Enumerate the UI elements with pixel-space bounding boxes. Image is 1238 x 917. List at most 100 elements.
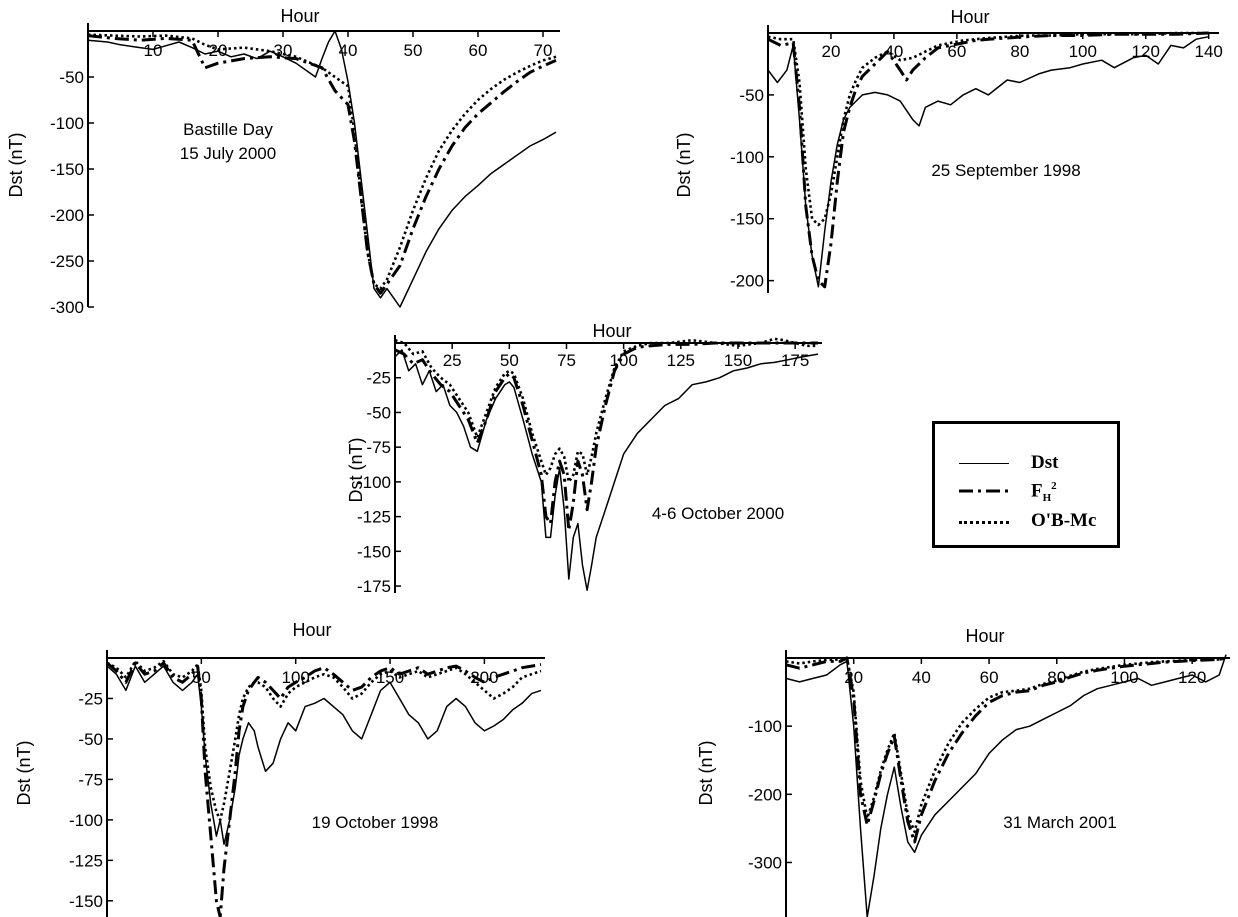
- y-tick-label: -175: [357, 577, 391, 596]
- x-tick-label: 60: [980, 668, 999, 687]
- chart-title: 31 March 2001: [1003, 813, 1116, 832]
- x-tick-label: 75: [557, 351, 576, 370]
- legend-item-obmc: O'B-Mc: [953, 508, 1113, 534]
- legend-label-fh2-sub: H: [1042, 492, 1052, 505]
- chart-title: 19 October 1998: [312, 813, 439, 832]
- series-line-dst: [87, 30, 557, 308]
- x-tick-label: 100: [1110, 668, 1138, 687]
- y-tick-label: -25: [78, 689, 103, 708]
- y-tick-label: -100: [357, 473, 391, 492]
- series-line-fh2: [394, 341, 818, 532]
- y-tick-label: -50: [739, 86, 764, 105]
- series-line-o-b-mc: [87, 33, 557, 290]
- y-tick-label: -50: [59, 68, 84, 87]
- y-axis-label: Dst (nT): [674, 133, 694, 198]
- y-tick-label: -50: [366, 403, 391, 422]
- series-line-dst: [394, 349, 819, 591]
- y-axis-label: Dst (nT): [6, 133, 26, 198]
- y-tick-label: -300: [748, 853, 782, 872]
- series-line-o-b-mc: [785, 656, 1227, 834]
- y-tick-label: -100: [748, 717, 782, 736]
- x-tick-label: 175: [781, 351, 809, 370]
- x-tick-label: 100: [282, 668, 310, 687]
- series-line-o-b-mc: [106, 659, 542, 822]
- y-axis-label: Dst (nT): [696, 741, 716, 806]
- x-tick-label: 40: [884, 42, 903, 61]
- y-axis-label: Dst (nT): [346, 438, 366, 503]
- y-tick-label: -200: [748, 785, 782, 804]
- series-line-o-b-mc: [394, 337, 818, 484]
- y-tick-label: -150: [50, 160, 84, 179]
- y-tick-label: -150: [357, 542, 391, 561]
- x-tick-label: 50: [192, 668, 211, 687]
- legend-swatch-fh2: [959, 489, 1013, 493]
- y-tick-label: -200: [50, 206, 84, 225]
- x-tick-label: 60: [947, 42, 966, 61]
- x-tick-label: 60: [469, 41, 488, 60]
- y-tick-label: -100: [730, 148, 764, 167]
- legend-item-fh2: FH2: [953, 478, 1113, 504]
- series-line-dst: [785, 654, 1227, 917]
- x-tick-label: 50: [500, 351, 519, 370]
- series-line-fh2: [106, 661, 542, 917]
- series-line-dst: [106, 665, 542, 845]
- x-tick-label: 125: [667, 351, 695, 370]
- legend: Dst FH2 O'B-Mc: [932, 421, 1120, 548]
- x-tick-label: 10: [144, 41, 163, 60]
- chart-panel-2: 20 40 60 80 100 120 140 -50 -100 -150 -200 Hour Dst …: [674, 7, 1223, 293]
- x-tick-label: 150: [724, 351, 752, 370]
- y-tick-label: -25: [366, 369, 391, 388]
- y-tick-label: -75: [78, 770, 103, 789]
- x-tick-label: 140: [1195, 42, 1223, 61]
- x-axis-label: Hour: [292, 620, 331, 640]
- series-line-fh2: [87, 34, 557, 295]
- y-tick-label: -200: [730, 272, 764, 291]
- x-axis-label: Hour: [965, 626, 1004, 646]
- legend-label-fh2: FH2: [1031, 480, 1057, 504]
- y-tick-label: -50: [78, 730, 103, 749]
- chart-title: 4-6 October 2000: [652, 504, 784, 523]
- chart-panel-1: 10 20 30 40 50 60 70-50-100-150-200-250-300Hou…: [6, 6, 560, 317]
- chart-title: Bastille Day: [183, 120, 273, 139]
- x-tick-label: 200: [470, 668, 498, 687]
- x-axis-label: Hour: [280, 6, 319, 26]
- legend-swatch-dst: [959, 463, 1009, 464]
- y-tick-label: -250: [50, 252, 84, 271]
- series-line-dst: [767, 35, 1209, 288]
- x-tick-label: 70: [534, 41, 553, 60]
- y-tick-label: -150: [730, 210, 764, 229]
- x-tick-label: 120: [1178, 668, 1206, 687]
- legend-label-fh2-base: F: [1031, 480, 1043, 502]
- y-axis-label: Dst (nT): [14, 741, 34, 806]
- legend-label-fh2-sup: 2: [1051, 480, 1057, 492]
- x-axis-label: Hour: [592, 321, 631, 341]
- chart-panel-4: 50 100 150 200 -25 -50 -75 -100 -125 -150 Hour Dst …: [14, 620, 545, 917]
- y-tick-label: -125: [69, 851, 103, 870]
- series-line-fh2: [767, 31, 1209, 289]
- x-tick-label: 40: [912, 668, 931, 687]
- y-tick-label: -300: [50, 298, 84, 317]
- y-tick-label: -75: [366, 438, 391, 457]
- chart-panel-3: 25 50 75 100 125 150 175-25-50-75-100-125-150-…: [346, 321, 822, 596]
- x-tick-label: 25: [443, 351, 462, 370]
- legend-label-dst: Dst: [1031, 452, 1059, 473]
- y-tick-label: -150: [69, 892, 103, 911]
- x-axis-label: Hour: [950, 7, 989, 27]
- chart-title: 25 September 1998: [931, 161, 1080, 180]
- x-tick-label: 20: [821, 42, 840, 61]
- legend-item-dst: Dst: [953, 450, 1113, 476]
- x-tick-label: 120: [1132, 42, 1160, 61]
- y-tick-label: -125: [357, 508, 391, 527]
- legend-label-obmc: O'B-Mc: [1031, 510, 1097, 531]
- x-tick-label: 100: [1069, 42, 1097, 61]
- legend-swatch-obmc: [959, 521, 1009, 524]
- x-tick-label: 80: [1010, 42, 1029, 61]
- series-line-o-b-mc: [767, 31, 1209, 227]
- x-tick-label: 50: [404, 41, 423, 60]
- y-tick-label: -100: [69, 811, 103, 830]
- x-tick-label: 150: [376, 668, 404, 687]
- chart-title: 15 July 2000: [180, 144, 276, 163]
- x-tick-label: 20: [844, 668, 863, 687]
